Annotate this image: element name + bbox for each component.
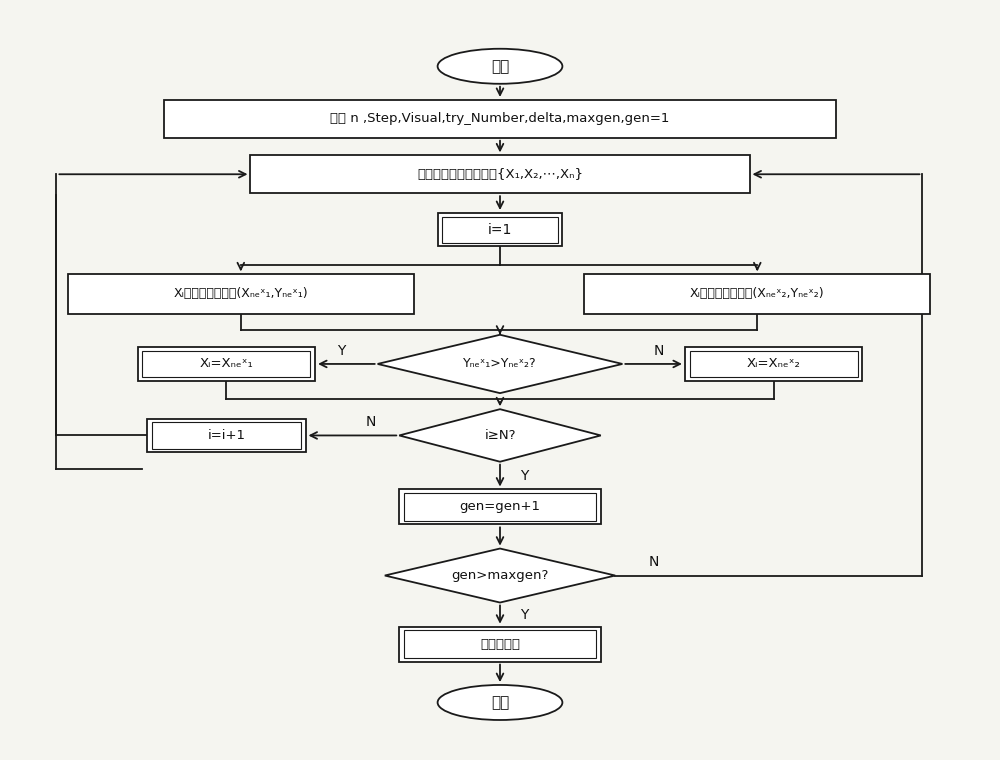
Text: i=i+1: i=i+1 [207,429,245,442]
Bar [438,213,562,246]
Bar [68,274,414,314]
Text: 给定范围内初始化鱼群{X₁,X₂,⋯,Xₙ}: 给定范围内初始化鱼群{X₁,X₂,⋯,Xₙ} [417,168,583,181]
Text: Xᵢ群聚行为，得到(Xₙₑˣ₁,Yₙₑˣ₁): Xᵢ群聚行为，得到(Xₙₑˣ₁,Yₙₑˣ₁) [173,287,308,300]
Bar [164,100,836,138]
Text: 设定 n ,Step,Visual,try_Number,delta,maxgen,gen=1: 设定 n ,Step,Visual,try_Number,delta,maxge… [330,112,670,125]
Bar [404,493,596,521]
Ellipse shape [438,49,562,84]
Bar [685,347,862,381]
Text: 确定最优解: 确定最优解 [480,638,520,651]
Text: Y: Y [520,469,528,483]
Text: 结束: 结束 [491,695,509,710]
Bar [399,626,601,662]
Bar [584,274,930,314]
Text: gen>maxgen?: gen>maxgen? [451,569,549,582]
Text: Xᵢ=Xₙₑˣ₁: Xᵢ=Xₙₑˣ₁ [200,357,253,370]
Text: gen=gen+1: gen=gen+1 [460,500,540,514]
Text: Xᵢ=Xₙₑˣ₂: Xᵢ=Xₙₑˣ₂ [747,357,801,370]
Text: Xᵢ追尾行为，得到(Xₙₑˣ₂,Yₙₑˣ₂): Xᵢ追尾行为，得到(Xₙₑˣ₂,Yₙₑˣ₂) [690,287,825,300]
Bar [250,155,750,193]
Text: N: N [365,415,376,429]
Polygon shape [399,409,601,462]
Text: i=1: i=1 [488,223,512,236]
Bar [690,351,858,377]
Bar [147,419,306,452]
Bar [138,347,315,381]
Bar [442,217,558,243]
Polygon shape [385,549,615,603]
Bar [152,423,301,448]
Text: 开始: 开始 [491,59,509,74]
Ellipse shape [438,685,562,720]
Text: Y: Y [520,607,528,622]
Polygon shape [378,334,622,393]
Text: i≥N?: i≥N? [484,429,516,442]
Text: N: N [648,556,659,569]
Text: N: N [654,344,664,358]
Bar [142,351,310,377]
Bar [404,630,596,658]
Bar [399,489,601,524]
Text: Yₙₑˣ₁>Yₙₑˣ₂?: Yₙₑˣ₁>Yₙₑˣ₂? [463,357,537,370]
Text: Y: Y [337,344,345,358]
